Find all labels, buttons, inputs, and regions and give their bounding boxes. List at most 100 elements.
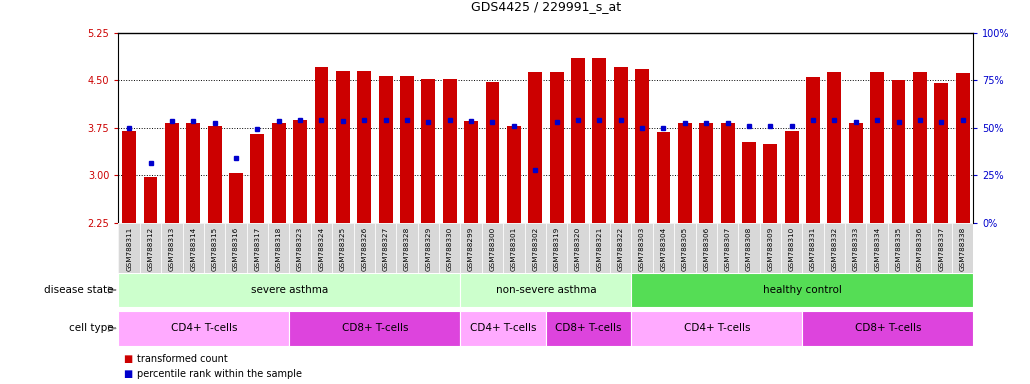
Bar xyxy=(418,223,439,273)
Bar xyxy=(802,311,973,346)
Bar xyxy=(589,223,610,273)
Text: GSM788302: GSM788302 xyxy=(533,227,539,271)
Bar xyxy=(357,71,371,223)
Bar xyxy=(721,122,734,223)
Bar xyxy=(336,71,350,223)
Text: GSM788327: GSM788327 xyxy=(382,227,388,271)
Bar xyxy=(485,82,500,223)
Bar xyxy=(656,132,671,223)
Bar xyxy=(460,273,631,307)
Bar xyxy=(311,223,332,273)
Text: healthy control: healthy control xyxy=(763,285,842,295)
Text: GSM788315: GSM788315 xyxy=(211,227,217,271)
Bar xyxy=(781,223,802,273)
Bar xyxy=(614,68,627,223)
Text: GSM788329: GSM788329 xyxy=(425,227,432,271)
Text: GSM788324: GSM788324 xyxy=(318,227,324,271)
Text: GSM788318: GSM788318 xyxy=(276,227,282,271)
Bar xyxy=(742,142,756,223)
Bar xyxy=(143,177,158,223)
Bar xyxy=(443,79,456,223)
Bar xyxy=(289,311,460,346)
Bar xyxy=(892,80,905,223)
Bar xyxy=(247,223,268,273)
Bar xyxy=(503,223,524,273)
Bar xyxy=(699,123,713,223)
Bar xyxy=(400,76,414,223)
Bar xyxy=(568,223,588,273)
Bar xyxy=(952,223,973,273)
Bar xyxy=(695,223,717,273)
Text: GSM788334: GSM788334 xyxy=(874,227,881,271)
Text: GSM788331: GSM788331 xyxy=(810,227,816,271)
Bar xyxy=(332,223,353,273)
Bar xyxy=(631,311,802,346)
Bar xyxy=(592,58,607,223)
Text: GSM788311: GSM788311 xyxy=(126,227,132,271)
Bar xyxy=(289,223,311,273)
Bar xyxy=(785,131,798,223)
Bar xyxy=(934,83,949,223)
Text: GSM788307: GSM788307 xyxy=(724,227,730,271)
Bar xyxy=(653,223,674,273)
Bar xyxy=(546,311,631,346)
Text: CD8+ T-cells: CD8+ T-cells xyxy=(342,323,408,333)
Text: disease state: disease state xyxy=(44,285,113,295)
Text: CD8+ T-cells: CD8+ T-cells xyxy=(855,323,921,333)
Text: GSM788325: GSM788325 xyxy=(340,227,346,271)
Bar xyxy=(353,223,375,273)
Text: GSM788309: GSM788309 xyxy=(767,227,774,271)
Text: GSM788335: GSM788335 xyxy=(895,227,901,271)
Bar xyxy=(118,223,140,273)
Bar xyxy=(314,68,329,223)
Text: GSM788317: GSM788317 xyxy=(254,227,261,271)
Bar xyxy=(268,223,289,273)
Bar xyxy=(123,131,136,223)
Bar xyxy=(460,311,546,346)
Bar xyxy=(610,223,631,273)
Bar xyxy=(546,223,568,273)
Text: GSM788333: GSM788333 xyxy=(853,227,859,271)
Text: GSM788312: GSM788312 xyxy=(147,227,153,271)
Bar xyxy=(165,122,179,223)
Bar xyxy=(802,223,824,273)
Bar xyxy=(806,77,820,223)
Bar xyxy=(763,144,778,223)
Bar xyxy=(866,223,888,273)
Text: CD4+ T-cells: CD4+ T-cells xyxy=(470,323,537,333)
Bar xyxy=(482,223,503,273)
Text: non-severe asthma: non-severe asthma xyxy=(495,285,596,295)
Bar xyxy=(845,223,866,273)
Text: GSM788308: GSM788308 xyxy=(746,227,752,271)
Bar xyxy=(118,311,289,346)
Bar xyxy=(636,69,649,223)
Text: GDS4425 / 229991_s_at: GDS4425 / 229991_s_at xyxy=(471,0,621,13)
Text: GSM788316: GSM788316 xyxy=(233,227,239,271)
Bar xyxy=(379,76,392,223)
Bar xyxy=(631,273,973,307)
Bar xyxy=(870,72,884,223)
Bar xyxy=(439,223,460,273)
Text: GSM788336: GSM788336 xyxy=(917,227,923,271)
Bar xyxy=(140,223,161,273)
Bar xyxy=(161,223,182,273)
Text: GSM788326: GSM788326 xyxy=(362,227,368,271)
Text: GSM788305: GSM788305 xyxy=(682,227,688,271)
Bar xyxy=(375,223,397,273)
Bar xyxy=(759,223,781,273)
Text: GSM788322: GSM788322 xyxy=(618,227,624,271)
Text: transformed count: transformed count xyxy=(137,354,228,364)
Text: cell type: cell type xyxy=(69,323,113,333)
Bar xyxy=(118,273,460,307)
Text: GSM788330: GSM788330 xyxy=(447,227,453,271)
Bar xyxy=(674,223,695,273)
Text: GSM788300: GSM788300 xyxy=(489,227,495,271)
Text: GSM788320: GSM788320 xyxy=(575,227,581,271)
Text: GSM788338: GSM788338 xyxy=(960,227,966,271)
Bar xyxy=(956,73,969,223)
Text: GSM788332: GSM788332 xyxy=(831,227,837,271)
Bar xyxy=(421,79,436,223)
Bar xyxy=(571,58,585,223)
Bar xyxy=(909,223,930,273)
Text: GSM788323: GSM788323 xyxy=(297,227,303,271)
